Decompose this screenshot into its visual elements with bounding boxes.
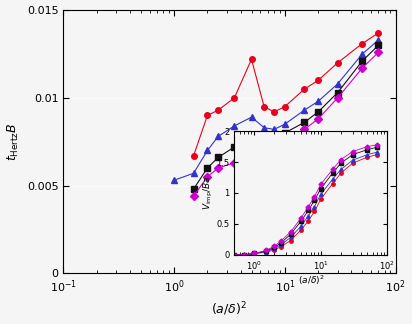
X-axis label: $(a/\delta)^2$: $(a/\delta)^2$ — [211, 300, 248, 318]
Y-axis label: $t_{\mathrm{Hertz}}B$: $t_{\mathrm{Hertz}}B$ — [6, 122, 21, 161]
